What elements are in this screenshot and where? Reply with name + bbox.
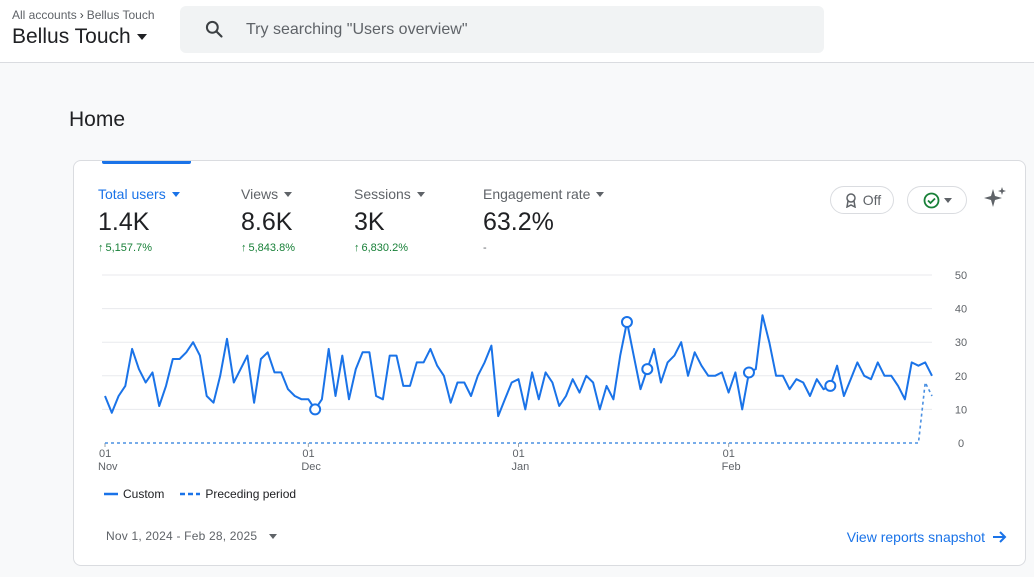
date-range-label: Nov 1, 2024 - Feb 28, 2025 [106,529,258,543]
y-tick-label: 30 [955,337,967,349]
search-input[interactable] [244,16,808,44]
insights-sparkle-icon[interactable] [983,186,1007,210]
x-tick-day: 01 [302,448,314,460]
property-selector[interactable]: Bellus Touch [12,25,147,49]
metric-total-users[interactable]: Total users 1.4K ↑ 5,157.7% [98,186,180,254]
y-tick-label: 0 [958,438,964,450]
metric-value: 8.6K [241,208,293,236]
breadcrumb-root[interactable]: All accounts [12,8,77,22]
arrow-right-icon [993,531,1007,543]
date-range-selector[interactable]: Nov 1, 2024 - Feb 28, 2025 [106,529,278,543]
y-tick-label: 40 [955,304,967,316]
metric-value: 1.4K [98,208,150,236]
metric-label: Total users [98,186,180,202]
breadcrumb: All accounts › Bellus Touch [12,8,155,22]
metric-label: Sessions [354,186,425,202]
annotations-toggle[interactable]: Off [830,186,894,214]
page-title: Home [69,108,126,131]
x-tick-month: Dec [301,461,321,473]
legend-item-custom: Custom [104,487,164,501]
solid-line-icon [104,492,118,496]
metric-value: 3K [354,208,385,236]
breadcrumb-property[interactable]: Bellus Touch [86,8,155,22]
chart-legend: Custom Preceding period [104,487,296,501]
x-tick-day: 01 [513,448,525,460]
metric-value: 63.2% [483,208,554,236]
x-tick-day: 01 [723,448,735,460]
dropdown-arrow-icon [596,191,605,197]
y-tick-label: 20 [955,371,967,383]
metric-views[interactable]: Views 8.6K ↑ 5,843.8% [241,186,295,254]
dashed-line-icon [180,492,201,496]
arrow-up-icon: ↑ [354,242,360,254]
active-tab-indicator [102,161,191,164]
x-tick-month: Feb [722,461,741,473]
dropdown-arrow-icon [943,197,952,203]
metric-change: - [483,242,487,254]
annotation-icon [845,193,856,208]
data-quality-menu[interactable] [907,186,967,214]
annotations-toggle-label: Off [862,192,882,208]
property-title: Bellus Touch [12,25,131,48]
y-tick-label: 10 [955,404,967,416]
dropdown-arrow-icon [284,191,293,197]
search-icon [205,20,223,38]
legend-item-preceding: Preceding period [180,487,296,501]
metric-change: ↑ 6,830.2% [354,242,408,254]
x-tick-day: 01 [99,448,111,460]
series-line-custom [104,314,933,418]
metric-engagement-rate[interactable]: Engagement rate 63.2% - [483,186,605,254]
data-point-marker [641,363,654,376]
metric-change: ↑ 5,157.7% [98,242,152,254]
data-point-marker [620,316,633,329]
y-tick-label: 50 [955,270,967,282]
view-reports-snapshot-link[interactable]: View reports snapshot [847,529,1007,545]
data-point-marker [742,366,755,379]
dropdown-arrow-icon [136,34,147,40]
dropdown-arrow-icon [171,191,180,197]
overview-card: Total users 1.4K ↑ 5,157.7% Views 8.6K ↑ 5… [73,160,1026,566]
check-circle-icon [923,192,939,208]
arrow-up-icon: ↑ [241,242,247,254]
metric-label: Views [241,186,295,202]
dropdown-arrow-icon [416,191,425,197]
search-bar[interactable] [180,6,824,53]
data-point-marker [824,379,837,392]
arrow-up-icon: ↑ [98,242,104,254]
metric-sessions[interactable]: Sessions 3K ↑ 6,830.2% [354,186,425,254]
breadcrumb-separator-icon: › [79,8,84,22]
data-point-marker [309,403,322,416]
top-bar: All accounts › Bellus Touch Bellus Touch [0,0,1034,63]
x-tick-month: Nov [98,461,118,473]
dropdown-arrow-icon [269,533,278,539]
metric-label: Engagement rate [483,186,605,202]
metric-change: ↑ 5,843.8% [241,242,295,254]
x-tick-month: Jan [512,461,530,473]
